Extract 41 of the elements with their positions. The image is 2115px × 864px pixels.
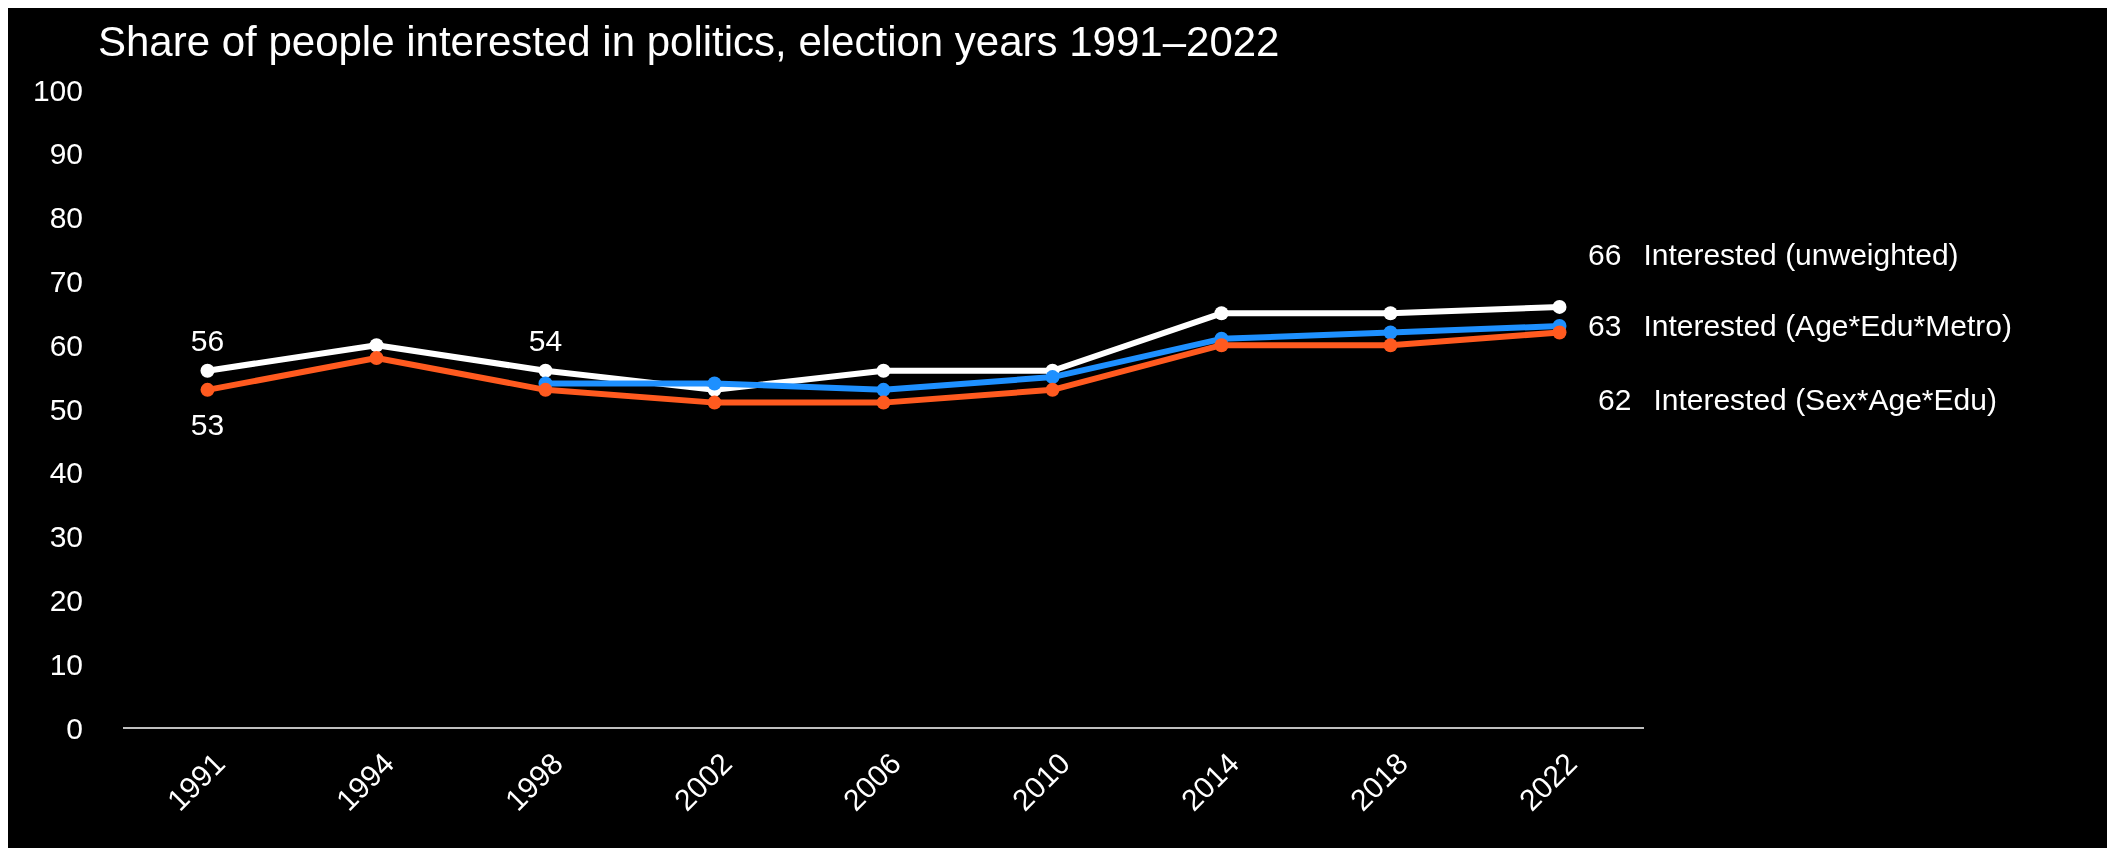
data-label: 56 xyxy=(190,323,225,357)
point xyxy=(369,350,384,365)
y-tick-label: 80 xyxy=(49,201,83,235)
point xyxy=(876,395,891,410)
point xyxy=(1214,338,1229,353)
point xyxy=(200,363,215,378)
text: Interested (Sex*Age*Edu) xyxy=(1653,383,1997,417)
data-label: 62 xyxy=(1598,383,1632,417)
y-tick-label: 0 xyxy=(66,711,83,745)
point xyxy=(876,382,891,397)
point xyxy=(1383,306,1398,321)
y-tick-label: 90 xyxy=(49,137,83,171)
y-tick-label: 30 xyxy=(49,520,83,554)
point xyxy=(1383,325,1398,340)
text: Interested (unweighted) xyxy=(1643,237,1959,271)
point xyxy=(707,395,722,410)
data-label: 54 xyxy=(528,323,563,357)
y-tick-label: 50 xyxy=(49,392,83,426)
y-tick-label: 60 xyxy=(49,328,83,362)
point xyxy=(1214,306,1229,321)
y-tick-label: 40 xyxy=(49,456,83,490)
data-label: 63 xyxy=(1588,309,1622,343)
point xyxy=(707,376,722,391)
y-tick-label: 70 xyxy=(49,264,83,298)
point xyxy=(1045,370,1060,385)
text: Interested (Age*Edu*Metro) xyxy=(1643,309,2012,343)
y-tick-label: 10 xyxy=(49,647,83,681)
point xyxy=(369,338,384,353)
data-label: 53 xyxy=(190,407,225,441)
y-tick-label: 100 xyxy=(32,73,83,107)
point xyxy=(1552,299,1567,314)
point xyxy=(1045,382,1060,397)
point xyxy=(1383,338,1398,353)
y-tick-label: 20 xyxy=(49,583,83,617)
point xyxy=(200,382,215,397)
chart-title: Share of people interested in politics, election years 1991–2022 xyxy=(98,18,1280,65)
point xyxy=(876,363,891,378)
point xyxy=(538,382,553,397)
point xyxy=(1552,325,1567,340)
data-label: 66 xyxy=(1588,237,1622,271)
point xyxy=(538,363,553,378)
